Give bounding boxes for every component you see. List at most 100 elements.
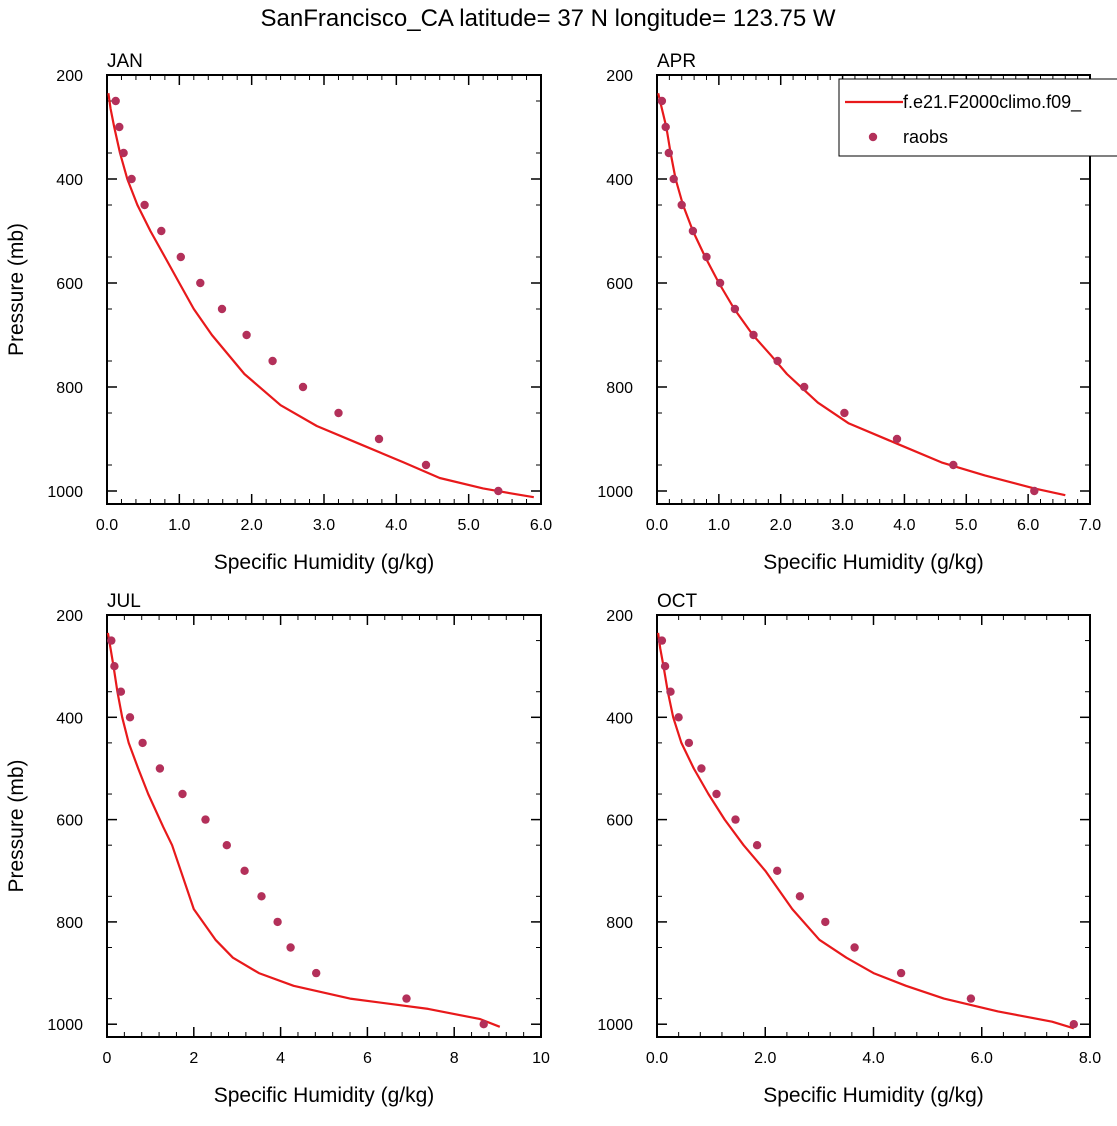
raobs-point [374,434,384,444]
y-tick-label: 400 [56,172,83,189]
panel-oct: OCT 0.0 2.0 4.0 6.0 8.0 200 400 600 800 1000 Specif… [597,591,1101,1107]
raobs-point [115,122,124,132]
x-axis-label: Specific Humidity (g/kg) [763,551,984,574]
raobs-point [298,382,308,392]
raobs-point [479,1019,488,1029]
x-tick-label: 4.0 [893,517,915,534]
raobs-point [666,687,675,696]
x-tick-label: 2 [189,1050,198,1067]
y-tick-label: 600 [56,276,83,293]
legend-box [838,78,1117,157]
plot-frame [106,74,542,505]
raobs-point [674,713,683,722]
x-tick-label: 4 [276,1050,285,1067]
raobs-point [257,892,266,901]
raobs-point [242,330,251,340]
raobs-point [821,917,830,927]
raobs-point [731,815,740,824]
panel-jan: JAN 0.0 1.0 2.0 3.0 4.0 5.0 6.0 200 400 600 800 1000… [5,51,552,574]
raobs-point [116,687,126,696]
y-tick-label: 200 [606,68,633,85]
y-tick-label: 1000 [47,1017,83,1034]
panel-title: OCT [657,591,698,612]
x-tick-label: 3.0 [313,517,335,534]
raobs-point [1069,1019,1079,1029]
raobs-point [119,148,128,158]
legend-model-label: f.e21.F2000climo.f09_ [903,92,1082,113]
panel-jul: JUL 0 2 4 6 8 10 200 400 600 800 1000 Specific Humid… [5,591,550,1107]
raobs-point [896,968,906,978]
raobs-point [664,148,673,158]
panel-title: APR [657,51,696,72]
raobs-point [201,815,210,824]
x-tick-label: 0.0 [96,517,118,534]
raobs-point [110,662,119,671]
raobs-point [795,892,805,901]
y-tick-label: 400 [606,710,633,727]
y-tick-label: 1000 [597,484,633,501]
raobs-point [715,278,725,288]
raobs-point [138,738,147,748]
y-tick-label: 800 [56,380,83,397]
plot-frame [106,614,542,1038]
legend-obs-label: raobs [903,127,948,147]
raobs-point [657,96,667,106]
raobs-point [111,96,120,106]
raobs-point [677,200,686,210]
x-tick-label: 1.0 [708,517,730,534]
raobs-point [268,356,277,366]
raobs-point [661,122,670,132]
raobs-point [800,382,809,392]
raobs-point [176,252,185,262]
x-tick-label: 3.0 [831,517,853,534]
model-profile-line [657,92,1066,497]
raobs-point [240,866,249,875]
x-tick-label: 6.0 [1017,517,1039,534]
x-tick-label: 6.0 [971,1050,993,1067]
raobs-point [669,174,678,184]
raobs-point [773,356,782,366]
x-tick-label: 6.0 [530,517,552,534]
y-tick-label: 200 [56,608,83,625]
raobs-point [966,994,976,1003]
panel-apr: APR 0.0 1.0 2.0 3.0 4.0 5.0 6.0 7.0 200 400 600 800 1… [597,51,1101,574]
x-tick-label: 10 [532,1050,550,1067]
plot-frame [656,74,1091,505]
raobs-point [840,408,849,418]
raobs-point [222,841,231,850]
raobs-point [127,174,136,184]
raobs-point [697,764,706,773]
raobs-point [688,226,698,236]
y-tick-label: 400 [606,172,633,189]
x-tick-label: 0.0 [646,517,668,534]
y-tick-label: 200 [56,68,83,85]
raobs-point [892,434,902,444]
raobs-point [217,304,227,314]
raobs-point [178,789,187,799]
raobs-point [773,866,782,875]
x-tick-label: 2.0 [241,517,263,534]
raobs-point [850,943,859,952]
raobs-point [494,486,503,496]
y-tick-label: 600 [606,276,633,293]
legend: f.e21.F2000climo.f09_ raobs [838,78,1117,157]
raobs-point [730,304,740,314]
raobs-point [273,917,282,927]
x-tick-label: 8 [450,1050,459,1067]
raobs-point [949,460,958,470]
raobs-point [286,943,295,952]
x-tick-label: 7.0 [1079,517,1101,534]
raobs-point [657,636,667,645]
x-axis-label: Specific Humidity (g/kg) [214,1084,435,1107]
x-tick-label: 2.0 [770,517,792,534]
x-tick-label: 4.0 [862,1050,884,1067]
y-tick-label: 200 [606,608,633,625]
raobs-point [752,841,762,850]
legend-obs-marker [868,132,878,142]
raobs-point [334,408,343,418]
x-axis-label: Specific Humidity (g/kg) [214,551,435,574]
model-profile-line [657,632,1075,1030]
raobs-point [660,662,670,671]
x-tick-label: 1.0 [168,517,190,534]
figure-title: SanFrancisco_CA latitude= 37 N longitude… [260,5,835,32]
